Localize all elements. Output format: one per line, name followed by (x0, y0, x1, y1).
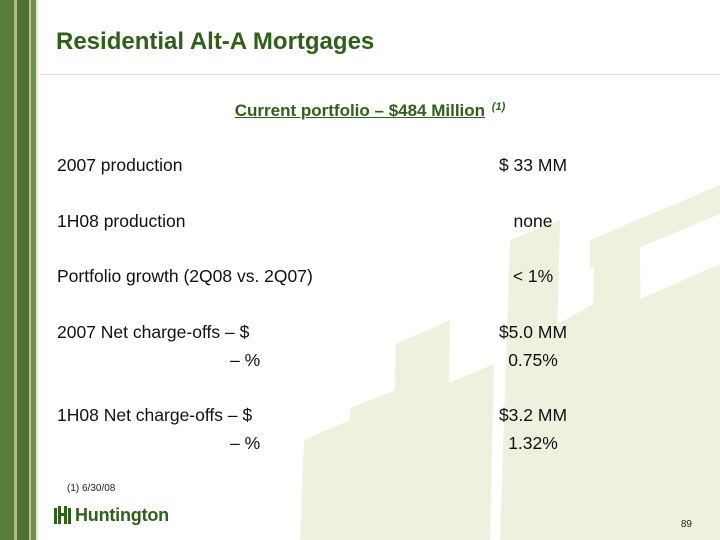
row-value: 1.32% (508, 433, 558, 453)
title-divider (40, 74, 720, 75)
table-row: 2007 production $ 33 MM (0, 155, 720, 179)
left-stripe (17, 0, 29, 540)
table-row: – % 0.75% (0, 350, 720, 374)
row-value: $5.0 MM (498, 322, 568, 342)
subtitle-text: Current portfolio – $484 Million (234, 101, 486, 120)
row-value: $3.2 MM (498, 405, 568, 425)
footnote: (1) 6/30/08 (67, 483, 116, 494)
footnote-marker: (1) (491, 101, 506, 113)
table-row: Portfolio growth (2Q08 vs. 2Q07) < 1% (0, 266, 720, 290)
row-label: 1H08 production (57, 211, 186, 231)
table-row: 1H08 production none (0, 211, 720, 235)
huntington-logo-icon (54, 506, 71, 524)
row-value: $ 33 MM (498, 155, 568, 175)
row-label: 1H08 Net charge-offs – $ (57, 405, 253, 425)
left-stripe (31, 0, 36, 540)
row-label: 2007 Net charge-offs – $ (57, 322, 250, 342)
table-row: 2007 Net charge-offs – $ $5.0 MM (0, 322, 720, 346)
page-number: 89 (680, 519, 692, 530)
huntington-logo: Huntington (54, 504, 169, 526)
left-stripe (29, 0, 31, 540)
portfolio-subtitle: Current portfolio – $484 Million (1) (0, 101, 720, 121)
table-row: 1H08 Net charge-offs – $ $3.2 MM (0, 405, 720, 429)
row-value: < 1% (512, 266, 554, 286)
row-label: – % (230, 350, 261, 370)
row-label: Portfolio growth (2Q08 vs. 2Q07) (57, 266, 313, 286)
left-stripe (36, 0, 38, 540)
row-label: – % (230, 433, 261, 453)
row-value: none (513, 211, 553, 231)
page-title: Residential Alt-A Mortgages (56, 28, 375, 55)
table-row: – % 1.32% (0, 433, 720, 457)
left-stripe (14, 0, 17, 540)
left-stripe (0, 0, 14, 540)
row-value: 0.75% (508, 350, 558, 370)
row-label: 2007 production (57, 155, 183, 175)
logo-wordmark: Huntington (75, 504, 169, 525)
